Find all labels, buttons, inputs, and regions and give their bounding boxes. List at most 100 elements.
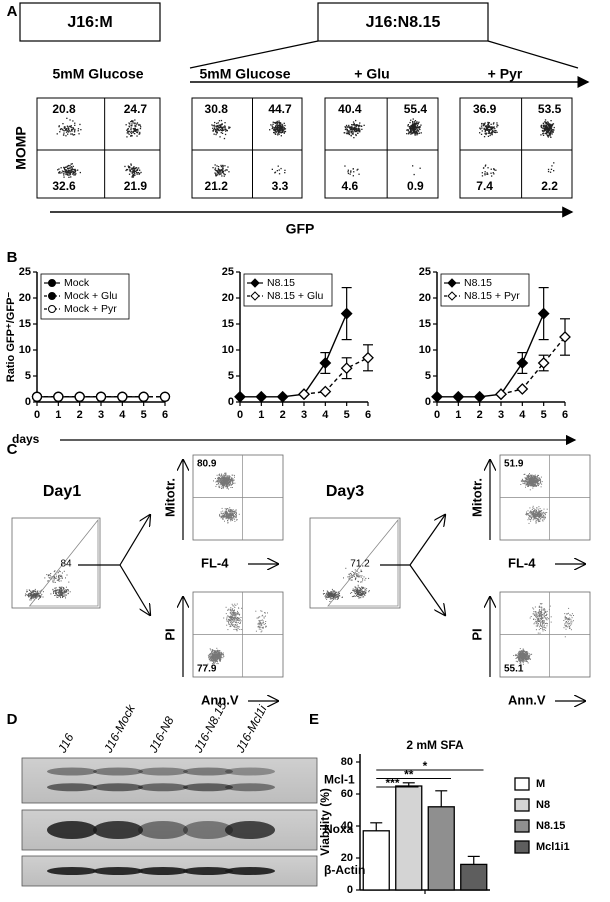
gate-value: 84 xyxy=(60,559,72,570)
dot xyxy=(410,128,412,131)
dot xyxy=(530,518,532,520)
dot xyxy=(542,609,544,611)
dot xyxy=(358,576,360,578)
dot xyxy=(222,517,224,519)
dot xyxy=(63,589,65,591)
dot xyxy=(530,480,532,482)
dot xyxy=(263,622,265,624)
dot xyxy=(410,130,412,132)
dot xyxy=(547,618,549,620)
dot xyxy=(349,130,351,132)
dot xyxy=(227,517,229,519)
dot xyxy=(274,133,276,135)
dot xyxy=(265,625,267,627)
dot xyxy=(217,650,219,652)
dot xyxy=(357,580,359,582)
dot xyxy=(492,126,494,128)
dot xyxy=(61,575,63,577)
dot xyxy=(531,474,533,476)
dot xyxy=(357,591,359,593)
dot xyxy=(233,629,235,630)
dot xyxy=(517,655,519,657)
dot xyxy=(518,659,520,661)
dot xyxy=(207,663,209,665)
quadrant-value: 36.9 xyxy=(473,102,497,116)
dot xyxy=(222,510,224,512)
dot xyxy=(130,164,132,166)
dot xyxy=(64,166,66,169)
dot xyxy=(57,169,59,171)
dot xyxy=(233,515,235,517)
dot xyxy=(537,617,538,619)
flow-arrow xyxy=(409,564,445,615)
dot xyxy=(33,591,35,593)
dot xyxy=(229,483,231,485)
dot xyxy=(532,477,534,479)
dot xyxy=(127,165,129,167)
dot xyxy=(216,479,218,481)
dot xyxy=(544,128,546,130)
dot xyxy=(529,476,531,478)
dot xyxy=(414,126,417,128)
dot xyxy=(328,595,330,597)
dot xyxy=(65,135,67,137)
dot xyxy=(61,578,63,579)
marker xyxy=(452,390,465,403)
dot xyxy=(219,652,221,654)
dot xyxy=(353,574,355,576)
dot xyxy=(532,476,534,478)
dot xyxy=(528,658,529,660)
dot xyxy=(327,597,329,599)
dot xyxy=(339,593,340,594)
dot xyxy=(358,129,360,132)
dot xyxy=(140,126,142,128)
dot xyxy=(533,482,535,484)
dot xyxy=(229,518,231,520)
dot xyxy=(534,486,536,487)
dot xyxy=(537,514,539,516)
dot xyxy=(263,616,265,618)
dot xyxy=(227,477,229,479)
dot xyxy=(232,483,233,485)
dot xyxy=(225,511,227,513)
dot xyxy=(219,136,221,138)
dot xyxy=(544,608,545,610)
x-tick-label: 3 xyxy=(98,409,104,421)
dot xyxy=(216,660,218,662)
dot xyxy=(74,168,76,171)
dot xyxy=(525,484,527,486)
dot xyxy=(525,486,526,488)
dot xyxy=(534,477,536,479)
dot xyxy=(30,593,32,595)
dot xyxy=(543,126,545,128)
dot xyxy=(533,623,535,625)
dot xyxy=(225,485,227,487)
dot xyxy=(535,615,537,617)
dot xyxy=(261,615,263,617)
legend-frame xyxy=(440,273,530,307)
dot xyxy=(526,658,528,660)
dot xyxy=(232,618,234,620)
dot xyxy=(549,131,551,134)
dot xyxy=(58,594,60,596)
dot xyxy=(69,130,71,133)
dot xyxy=(488,129,490,131)
dot xyxy=(230,616,232,618)
dot xyxy=(332,593,334,595)
dot xyxy=(30,595,32,597)
dot xyxy=(38,598,39,600)
dot xyxy=(358,594,360,596)
y-axis-label: Ratio GFP⁺/GFP⁻ xyxy=(5,292,17,383)
dot xyxy=(536,622,538,624)
dot xyxy=(568,607,570,609)
dot xyxy=(358,581,359,583)
dot xyxy=(279,125,281,127)
dot xyxy=(225,513,227,515)
dot xyxy=(30,592,32,594)
dot xyxy=(530,485,532,487)
dot xyxy=(328,593,330,595)
dot xyxy=(528,517,530,519)
dot xyxy=(234,617,236,619)
dot xyxy=(128,133,130,135)
dot xyxy=(521,480,523,482)
